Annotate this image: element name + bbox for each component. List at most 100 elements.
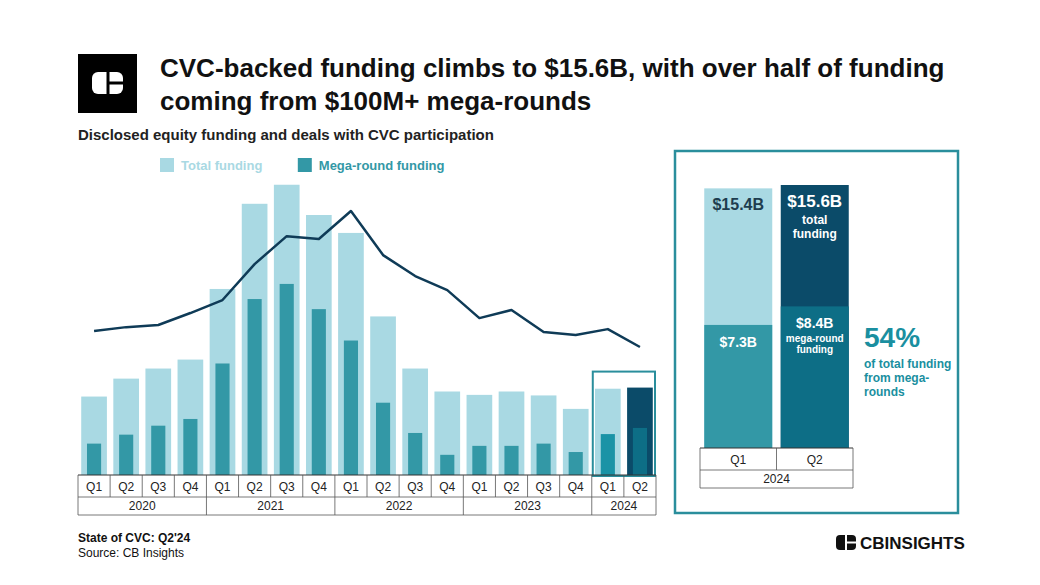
bar <box>248 299 262 475</box>
inset-bar <box>781 185 849 448</box>
brand-icon <box>836 535 856 550</box>
x-axis-row-line <box>78 515 656 516</box>
bar <box>531 395 557 475</box>
bar <box>440 455 454 475</box>
x-tick-label: Q1 <box>471 480 487 494</box>
title: CVC-backed funding climbs to $15.6B, wit… <box>160 52 980 118</box>
x-tick-label: Q2 <box>503 480 519 494</box>
x-tick-label: Q2 <box>807 453 823 467</box>
x-axis-separator <box>238 475 239 497</box>
legend-swatch <box>160 158 174 172</box>
x-axis-separator <box>142 475 143 497</box>
bar <box>467 395 493 475</box>
x-axis-separator <box>78 475 79 515</box>
logo-icon-line <box>108 82 124 85</box>
x-tick-label: Q4 <box>182 480 198 494</box>
x-group-label: 2022 <box>386 499 413 513</box>
x-tick-label: Q3 <box>536 480 552 494</box>
legend-label: Total funding <box>181 158 262 173</box>
x-axis-separator <box>174 475 175 497</box>
bar <box>215 363 229 475</box>
inset-plot-area <box>704 185 849 448</box>
x-axis-separator <box>302 475 303 497</box>
bar <box>274 185 300 475</box>
footer-title: State of CVC: Q2'24 <box>78 531 191 545</box>
inset-frame <box>675 151 958 513</box>
logo-icon <box>92 72 123 94</box>
x-tick-label: Q2 <box>118 480 134 494</box>
bar <box>312 309 326 475</box>
x-axis-separator <box>591 475 592 515</box>
x-tick-label: Q1 <box>600 480 616 494</box>
bar <box>145 369 171 475</box>
bar <box>595 389 621 475</box>
x-tick-label: Q3 <box>279 480 295 494</box>
legend-label: Mega-round funding <box>319 158 445 173</box>
x-axis-separator <box>270 475 271 497</box>
x-group-label: 2021 <box>257 499 284 513</box>
bar <box>338 233 364 475</box>
x-tick-label: Q1 <box>214 480 230 494</box>
legend-swatch <box>298 158 312 172</box>
x-axis-separator <box>495 475 496 497</box>
x-axis-separator <box>527 475 528 497</box>
bar <box>370 316 396 475</box>
annotation: of total funding from mega-rounds <box>864 357 952 399</box>
x-axis-separator <box>206 475 207 515</box>
bar <box>537 444 551 475</box>
bar <box>151 426 165 475</box>
annotation-percent: 54% <box>864 322 920 354</box>
annotation: mega-round funding <box>785 333 845 355</box>
x-group-label: 2024 <box>611 499 638 513</box>
data-label: $15.6B <box>787 192 842 211</box>
x-tick-label: Q4 <box>568 480 584 494</box>
x-tick-label: Q2 <box>375 480 391 494</box>
bar <box>344 341 358 475</box>
data-label: $7.3B <box>720 334 757 350</box>
x-tick-label: Q4 <box>311 480 327 494</box>
x-tick-label: Q3 <box>407 480 423 494</box>
x-group-label: 2023 <box>514 499 541 513</box>
x-tick-label: Q1 <box>343 480 359 494</box>
x-axis-separator <box>463 475 464 515</box>
bar <box>306 215 332 475</box>
plot-area <box>81 185 653 475</box>
bar <box>569 452 583 475</box>
bar <box>119 435 133 475</box>
brand: CBINSIGHTS <box>860 534 965 553</box>
bar <box>472 446 486 475</box>
bar <box>627 388 653 475</box>
x-axis-separator <box>110 475 111 497</box>
x-axis-separator <box>431 475 432 497</box>
subtitle: Disclosed equity funding and deals with … <box>78 126 778 144</box>
bar <box>601 434 615 475</box>
x-axis-row-line <box>700 488 853 489</box>
bar <box>434 392 460 475</box>
bar <box>280 284 294 475</box>
highlight-box <box>593 372 655 476</box>
x-tick-label: Q1 <box>730 453 746 467</box>
x-axis-separator <box>700 448 701 488</box>
inset-bar <box>781 306 849 448</box>
bar <box>402 369 428 475</box>
x-axis-separator <box>334 475 335 515</box>
data-label: $8.4B <box>796 315 833 331</box>
bar <box>87 444 101 475</box>
bar <box>376 403 390 475</box>
x-tick-label: Q2 <box>247 480 263 494</box>
bar <box>81 397 107 475</box>
x-group-label: 2020 <box>129 499 156 513</box>
bar <box>504 446 518 475</box>
bar <box>633 428 647 475</box>
x-tick-label: Q4 <box>439 480 455 494</box>
bar <box>499 392 525 475</box>
bar <box>183 419 197 475</box>
bar <box>210 289 236 475</box>
deals-line <box>94 211 640 347</box>
x-tick-label: Q1 <box>86 480 102 494</box>
brand-icon-line <box>846 542 857 544</box>
data-label: $15.4B <box>712 196 764 213</box>
page: Q1Q2Q3Q4Q1Q2Q3Q4Q1Q2Q3Q4Q1Q2Q3Q4Q1Q22020… <box>0 0 1040 585</box>
inset-bar <box>704 325 772 448</box>
bar <box>178 360 204 475</box>
